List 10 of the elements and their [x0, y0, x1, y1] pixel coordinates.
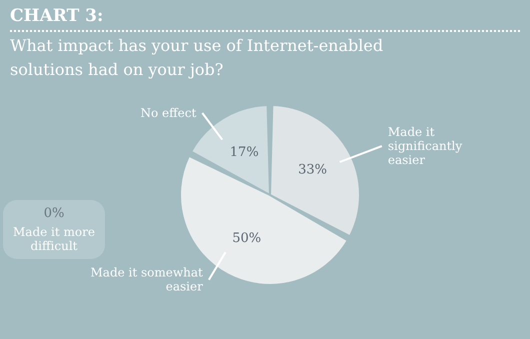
slice-label: Made it somewhat easier [90, 266, 204, 294]
text: 0% [44, 206, 64, 221]
category-label: Made it more difficult [13, 225, 95, 253]
data-label: 33% [298, 162, 328, 178]
data-label: 17% [230, 145, 259, 160]
chart-subtitle: What impact has your use of Internet-enabled solutions had on your job? [10, 35, 384, 81]
slice-label: No effect [140, 106, 197, 120]
data-label: 50% [232, 231, 262, 246]
slice-label: Made it significantly easier [388, 125, 462, 168]
chart-title: CHART 3: [10, 6, 520, 32]
